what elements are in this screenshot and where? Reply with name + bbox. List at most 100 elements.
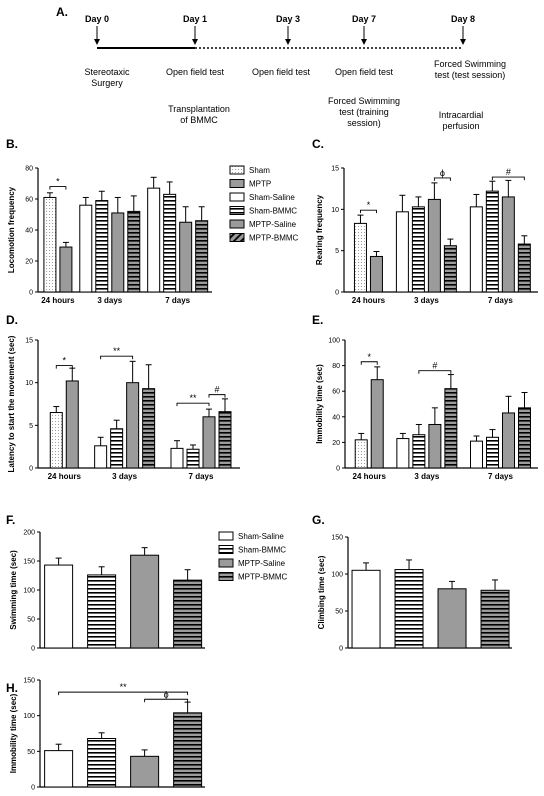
- y-tick-label: 0: [339, 646, 343, 653]
- legend-label: Sham-Saline: [249, 193, 295, 202]
- bar: [65, 380, 79, 469]
- legend-top: Sham MPTP Sham-Saline Sham-BMMC MPTP-Saline M…: [229, 165, 299, 243]
- bar: [43, 196, 57, 293]
- y-tick-label: 15: [25, 338, 33, 345]
- chart-panel-f: F. 0 50 100 150 200 Swimming time (sec): [6, 513, 205, 653]
- legend-swatch: [229, 233, 245, 242]
- chart-panel-d: D. 0 5 10 15 Latency to start the movement (s…: [6, 313, 240, 481]
- significance-bracket: [418, 370, 452, 374]
- y-tick-label: 60: [25, 197, 33, 204]
- bar: [87, 574, 117, 649]
- significance-marker: ϕ: [164, 689, 169, 699]
- timeline-day-label: Day 0: [85, 14, 109, 24]
- y-tick-label: 100: [23, 588, 35, 595]
- y-tick-label: 80: [332, 363, 340, 370]
- bar: [173, 712, 203, 788]
- bar: [517, 243, 531, 293]
- y-tick-label: 40: [332, 414, 340, 421]
- y-tick-label: 5: [335, 248, 339, 255]
- bar: [370, 379, 384, 469]
- bar: [351, 569, 381, 649]
- y-tick-label: 40: [25, 228, 33, 235]
- legend-label: MPTP-Saline: [238, 559, 286, 568]
- legend-label: Sham-BMMC: [249, 207, 297, 216]
- x-group-label: 24 hours: [48, 472, 82, 481]
- significance-marker: **: [189, 393, 197, 403]
- bar: [173, 579, 203, 649]
- x-group-label: 24 hours: [41, 296, 75, 305]
- y-axis-label: Immobility time (sec): [9, 693, 18, 773]
- x-group-label: 3 days: [112, 472, 137, 481]
- bar: [354, 439, 368, 469]
- panel-label: G.: [312, 513, 325, 527]
- bar: [443, 245, 457, 293]
- bar: [412, 434, 426, 469]
- significance-bracket: [360, 361, 378, 365]
- panel-label: E.: [312, 313, 323, 327]
- y-tick-label: 5: [29, 423, 33, 430]
- significance-bracket: [49, 186, 67, 190]
- timeline-arrowhead: [192, 39, 198, 45]
- panel-label: F.: [6, 513, 15, 527]
- timeline-arrowhead: [94, 39, 100, 45]
- y-tick-label: 150: [23, 678, 35, 685]
- bar: [126, 382, 140, 469]
- bar: [170, 447, 184, 469]
- y-axis-label: Locomotion frequency: [7, 186, 16, 273]
- bar: [485, 190, 499, 293]
- y-axis-label: Swimming time (sec): [9, 550, 18, 630]
- bar: [486, 436, 499, 469]
- x-group-label: 24 hours: [352, 296, 386, 305]
- legend-label: Sham-BMMC: [238, 546, 286, 555]
- significance-bracket: [58, 691, 189, 696]
- timeline-arrowhead: [460, 39, 466, 45]
- bar: [444, 388, 458, 469]
- y-tick-label: 0: [31, 646, 35, 653]
- panel-label: B.: [6, 137, 18, 151]
- bar: [87, 737, 117, 788]
- legend-swatch: [218, 558, 234, 568]
- bar: [353, 222, 367, 293]
- legend-swatch: [218, 545, 234, 554]
- timeline-arrowhead: [285, 39, 291, 45]
- y-axis-label: Immobility time (sec): [315, 364, 324, 444]
- timeline-day-label: Day 8: [451, 14, 475, 24]
- timeline-day-label: Day 7: [352, 14, 376, 24]
- y-tick-label: 0: [29, 290, 33, 297]
- bar: [394, 569, 424, 649]
- timeline-event: Intracardial perfusion: [439, 110, 484, 131]
- y-tick-label: 100: [328, 338, 340, 345]
- significance-marker: *: [63, 356, 67, 366]
- chart-panel-h: H. 0 50 100 150 Immobility time (sec) ** ϕ: [6, 678, 205, 792]
- legend-swatch: [229, 206, 245, 215]
- legend-label: Sham: [249, 166, 270, 175]
- x-group-label: 7 days: [165, 296, 190, 305]
- x-group-label: 3 days: [414, 472, 439, 481]
- chart-panel-g: G. 0 50 100 150 Climbing time (sec): [312, 513, 512, 653]
- significance-bracket: [144, 698, 189, 703]
- bar: [179, 221, 193, 293]
- legend-swatch: [218, 531, 234, 541]
- legend-label: MPTP: [249, 180, 271, 189]
- significance-bracket: [176, 402, 210, 407]
- x-group-label: 24 hours: [353, 472, 387, 481]
- y-tick-label: 0: [335, 290, 339, 297]
- legend-swatch: [229, 192, 245, 202]
- bar: [127, 210, 141, 293]
- bar: [130, 755, 160, 788]
- significance-marker: #: [214, 385, 219, 395]
- significance-bracket: [100, 355, 134, 360]
- legend-label: MPTP-Saline: [249, 220, 297, 229]
- timeline-panel: A. Day 0 Day 1 Day 3 Day 7 Day 8 Stereotaxic…: [56, 5, 506, 131]
- y-tick-label: 150: [23, 559, 35, 566]
- legend-label: MPTP-BMMC: [238, 573, 288, 582]
- timeline-event: Open field test: [166, 67, 225, 77]
- x-group-label: 7 days: [189, 472, 214, 481]
- legend-label: Sham-Saline: [238, 532, 284, 541]
- bar: [94, 445, 108, 469]
- timeline-day-label: Day 1: [183, 14, 207, 24]
- significance-bracket: [433, 177, 451, 181]
- timeline-day-label: Day 3: [276, 14, 300, 24]
- y-tick-label: 50: [27, 749, 35, 756]
- chart-panel-e: E. 0 20 40 60 80 100 Immobility time (sec) 24 ho…: [312, 313, 538, 481]
